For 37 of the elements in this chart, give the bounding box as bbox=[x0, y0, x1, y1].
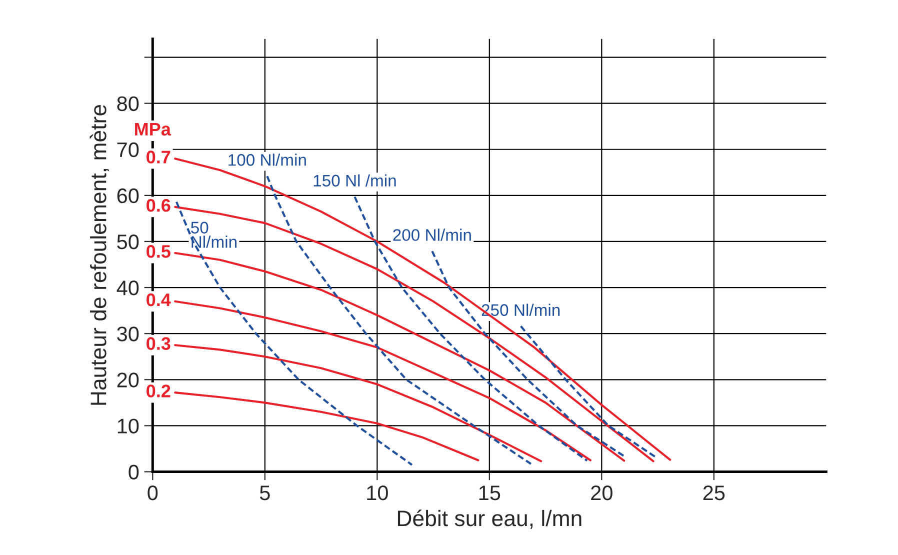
series-label: 150 Nl /min bbox=[314, 174, 396, 187]
x-tick-label: 20 bbox=[591, 485, 612, 500]
series-label: 100 Nl/min bbox=[228, 154, 306, 166]
y-tick-label: 70 bbox=[117, 142, 139, 158]
line-series bbox=[520, 325, 657, 458]
series-label: 0.5 bbox=[146, 245, 170, 258]
line-series bbox=[174, 344, 542, 462]
line-series bbox=[174, 252, 626, 462]
series-label: 0.4 bbox=[146, 293, 171, 306]
y-tick-label: 10 bbox=[118, 418, 139, 434]
annotation: MPa bbox=[135, 122, 172, 136]
y-tick-label: 50 bbox=[117, 234, 139, 250]
series-label: 0.2 bbox=[146, 384, 170, 398]
series-label: 250 Nl/min bbox=[482, 304, 560, 316]
series-label: 0.3 bbox=[146, 337, 170, 350]
series-label: 50 Nl/min bbox=[191, 222, 236, 248]
line-series bbox=[174, 206, 654, 462]
y-tick-label: 0 bbox=[128, 464, 139, 480]
y-tick-label: 60 bbox=[117, 188, 139, 204]
y-tick-label: 20 bbox=[117, 372, 139, 388]
line-series bbox=[174, 300, 592, 462]
x-tick-label: 5 bbox=[260, 486, 270, 500]
series-label: 200 Nl/min bbox=[393, 228, 471, 241]
x-tick-label: 15 bbox=[479, 486, 500, 500]
y-axis-title: Hauteur de refoulement, mètre bbox=[90, 104, 109, 405]
x-axis-title: Débit sur eau, l/mn bbox=[398, 510, 582, 529]
y-tick-label: 40 bbox=[116, 280, 139, 296]
line-series bbox=[354, 196, 588, 462]
x-tick-label: 0 bbox=[148, 485, 158, 500]
x-tick-label: 25 bbox=[703, 485, 725, 500]
series-label: 0.6 bbox=[146, 199, 170, 212]
y-tick-label: 80 bbox=[117, 96, 139, 112]
x-tick-label: 10 bbox=[367, 485, 388, 500]
y-tick-label: 30 bbox=[117, 326, 139, 342]
series-label: 0.7 bbox=[146, 150, 170, 164]
line-series bbox=[431, 250, 626, 458]
line-series bbox=[174, 391, 480, 462]
